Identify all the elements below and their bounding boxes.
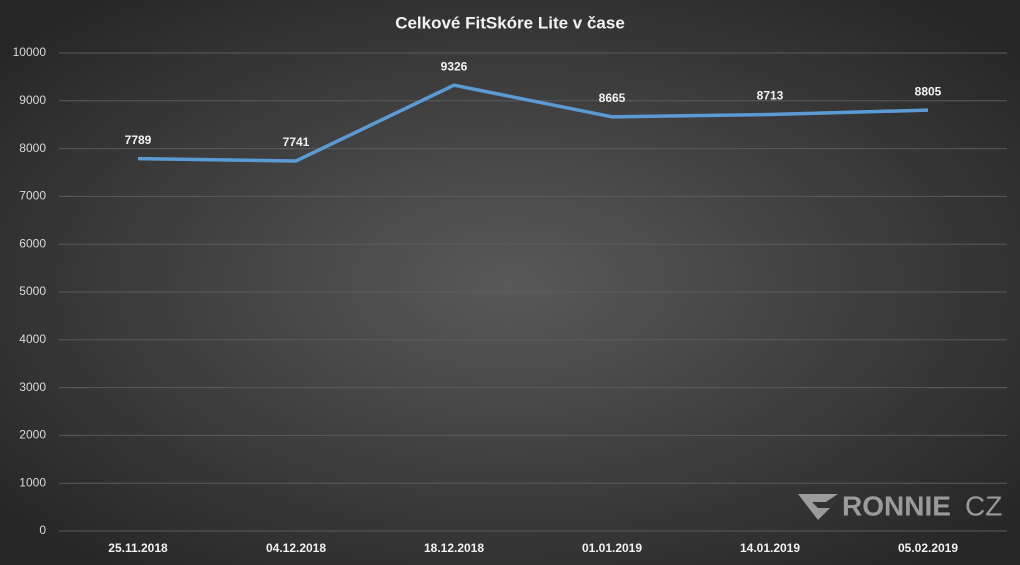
y-tick-label: 0 xyxy=(39,523,46,537)
data-label: 7741 xyxy=(283,135,310,149)
x-tick-label: 01.01.2019 xyxy=(582,541,642,555)
x-tick-label: 14.01.2019 xyxy=(740,541,800,555)
y-tick-label: 9000 xyxy=(19,93,46,107)
watermark-text: CZ xyxy=(965,490,1002,521)
data-line xyxy=(137,83,929,163)
data-label: 9326 xyxy=(441,59,468,73)
data-label: 8713 xyxy=(757,89,784,103)
chart-title: Celkové FitSkóre Lite v čase xyxy=(395,13,625,32)
x-tick-label: 18.12.2018 xyxy=(424,541,484,555)
data-label: 8805 xyxy=(915,84,942,98)
y-tick-label: 6000 xyxy=(19,236,46,250)
y-tick-label: 1000 xyxy=(19,475,46,489)
data-label: 7789 xyxy=(125,133,152,147)
watermark: RONNIE CZ xyxy=(798,490,1002,521)
x-tick-label: 25.11.2018 xyxy=(108,541,168,555)
watermark-logo xyxy=(798,494,838,520)
y-tick-label: 4000 xyxy=(19,332,46,346)
y-tick-label: 10000 xyxy=(13,45,47,59)
y-tick-label: 8000 xyxy=(19,141,46,155)
y-tick-label: 2000 xyxy=(19,428,46,442)
y-tick-label: 3000 xyxy=(19,380,46,394)
y-tick-label: 5000 xyxy=(19,284,46,298)
data-label: 8665 xyxy=(599,91,626,105)
x-tick-label: 04.12.2018 xyxy=(266,541,326,555)
watermark-text: RONNIE xyxy=(842,490,951,521)
y-tick-label: 7000 xyxy=(19,189,46,203)
x-tick-label: 05.02.2019 xyxy=(898,541,958,555)
